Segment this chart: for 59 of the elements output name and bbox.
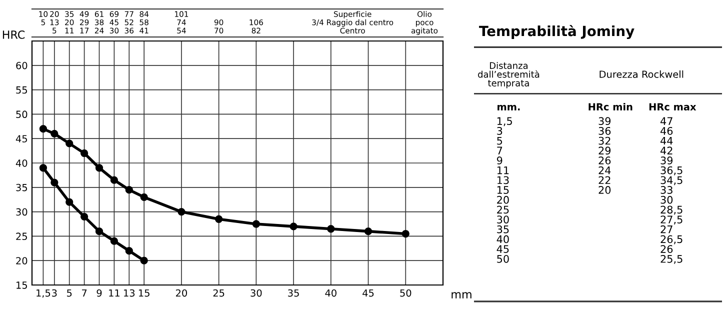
x-tick-label: 5 xyxy=(67,289,72,297)
point xyxy=(140,193,148,201)
point xyxy=(402,230,410,238)
x-tick-label: 15 xyxy=(138,289,150,297)
y-tick-label: 45 xyxy=(16,135,27,142)
y-tick-label: 50 xyxy=(16,110,28,118)
y-tick-label: 60 xyxy=(16,62,28,70)
x-axis-title: mm xyxy=(452,292,472,298)
x-tick-label: 50 xyxy=(400,289,412,297)
point xyxy=(95,228,104,236)
x-tick-label: 40 xyxy=(325,289,336,297)
y-tick-label: 40 xyxy=(16,159,28,167)
point xyxy=(50,130,58,138)
x-tick-label: 20 xyxy=(176,289,187,297)
point xyxy=(290,222,298,230)
text: 1,5 3 5 7 9 11 13 15 20 25 30 35 40 45 50 xyxy=(496,117,512,263)
y-tick-label: 20 xyxy=(16,257,28,264)
text: HRc max xyxy=(649,103,696,110)
point xyxy=(66,140,74,148)
text: HRc min xyxy=(588,102,632,110)
x-tick-label: 45 xyxy=(362,289,374,297)
point xyxy=(140,256,148,264)
point xyxy=(327,225,335,233)
point xyxy=(364,228,372,236)
x-tick-label: 9 xyxy=(96,289,102,297)
text: mm. xyxy=(498,104,520,110)
point xyxy=(39,164,48,172)
x-tick-label: 25 xyxy=(213,289,224,297)
y-tick-label: 35 xyxy=(16,184,27,192)
x-tick-label: 11 xyxy=(109,289,120,297)
point xyxy=(125,247,133,255)
text: Distanza dall’estremità temprata xyxy=(478,62,540,88)
y-tick-label: 55 xyxy=(16,86,27,94)
x-tick-label: 13 xyxy=(124,289,135,297)
point xyxy=(80,212,88,220)
point xyxy=(66,198,74,206)
point xyxy=(95,164,104,172)
text: 47 46 44 42 39 36,5 34,5 33 30 28,5 27,5 27 26,5 26 25,5 xyxy=(660,117,682,264)
point xyxy=(110,176,118,184)
point xyxy=(110,237,118,245)
x-tick-label: 1,5 xyxy=(36,289,50,298)
point xyxy=(39,125,48,133)
text: Durezza Rockwell xyxy=(600,70,684,78)
point xyxy=(50,178,58,186)
point xyxy=(178,208,186,216)
x-tick-label: 35 xyxy=(288,289,299,297)
y-axis-title: HRC xyxy=(2,30,25,39)
text: 39 36 32 29 26 24 22 20 xyxy=(598,117,611,194)
x-tick-label: 7 xyxy=(82,289,87,297)
y-tick-label: 25 xyxy=(16,232,27,240)
x-tick-label: 3 xyxy=(52,289,57,297)
y-tick-label: 15 xyxy=(16,282,27,289)
point xyxy=(125,186,133,194)
point xyxy=(252,220,260,228)
point xyxy=(80,149,88,158)
y-tick-label: 30 xyxy=(16,208,28,216)
text: Temprabilità Jominy xyxy=(479,24,634,40)
x-tick-label: 30 xyxy=(250,289,262,297)
point xyxy=(215,215,223,223)
